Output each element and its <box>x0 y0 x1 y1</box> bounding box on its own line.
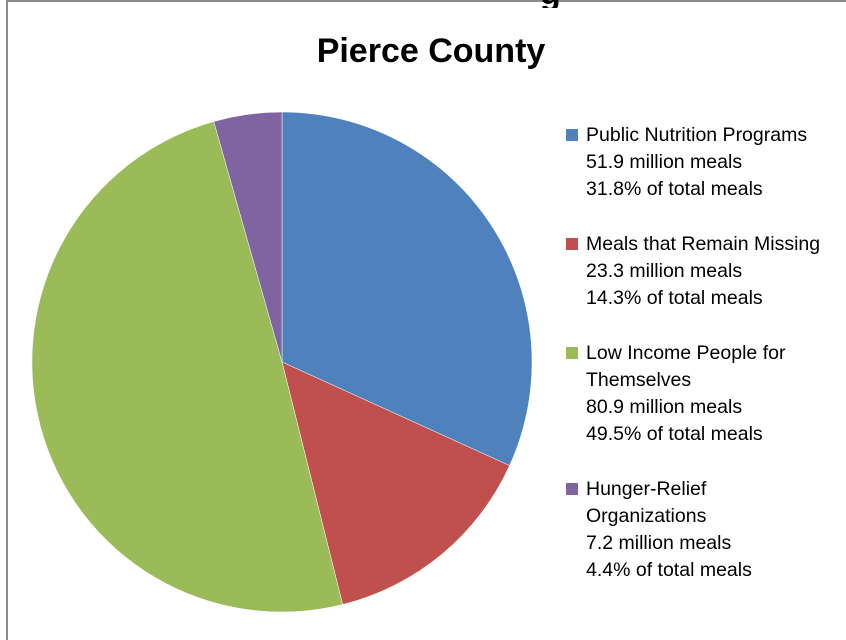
pie-slice-2 <box>31 121 343 613</box>
legend-percent: 14.3% of total meals <box>586 287 763 309</box>
legend-meals: 23.3 million meals <box>586 260 743 282</box>
legend-label: Organizations <box>586 505 707 527</box>
legend-swatch <box>566 129 578 141</box>
clipped-heading-fragment: g <box>540 0 740 8</box>
legend-item: Hunger-Relief Organizations 7.2 million me… <box>566 476 846 584</box>
chart-title: Pierce County <box>316 32 546 70</box>
chart-frame <box>6 0 846 640</box>
legend-label: Public Nutrition Programs <box>586 124 808 146</box>
legend-item: Public Nutrition Programs 51.9 million me… <box>566 122 846 203</box>
legend-percent: 31.8% of total meals <box>586 178 763 200</box>
pie-slice-3 <box>213 111 283 363</box>
legend-percent: 49.5% of total meals <box>586 423 763 445</box>
legend-label: Low Income People for <box>586 342 786 364</box>
pie-slice-0 <box>281 111 533 466</box>
frame-top-border <box>6 0 846 2</box>
legend-label: Hunger-Relief <box>586 478 707 500</box>
legend-percent: 4.4% of total meals <box>586 559 752 581</box>
legend-meals: 51.9 million meals <box>586 151 743 173</box>
legend-swatch <box>566 238 578 250</box>
legend-swatch <box>566 347 578 359</box>
legend: Public Nutrition Programs 51.9 million me… <box>566 122 846 612</box>
legend-meals: 80.9 million meals <box>586 396 743 418</box>
legend-item: Low Income People for Themselves 80.9 mill… <box>566 340 846 448</box>
legend-item: Meals that Remain Missing 23.3 million me… <box>566 231 846 312</box>
legend-swatch <box>566 483 578 495</box>
legend-label: Meals that Remain Missing <box>586 233 821 255</box>
legend-meals: 7.2 million meals <box>586 532 732 554</box>
pie-slice-1 <box>281 361 510 605</box>
legend-label: Themselves <box>586 369 692 391</box>
